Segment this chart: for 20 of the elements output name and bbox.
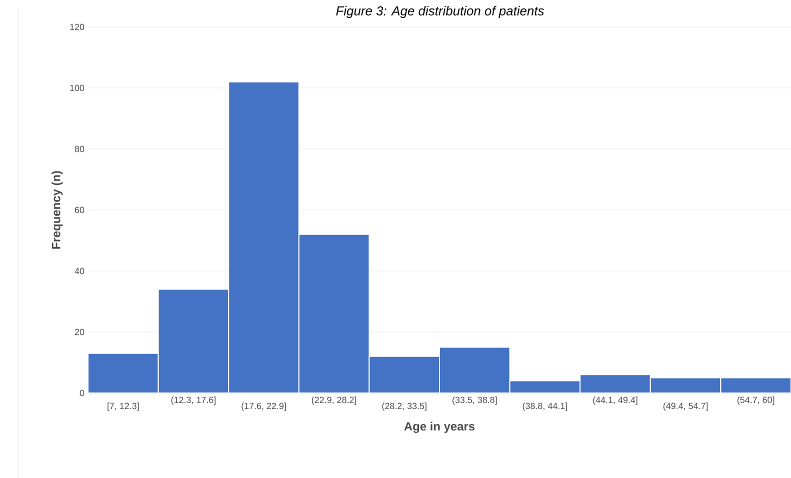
x-tick-label: (54.7, 60] [737,396,774,405]
y-tick-label: 40 [74,268,84,274]
x-tick-label: (17.6, 22.9] [242,402,286,411]
y-tick-label: 120 [70,24,84,30]
chart-title: Figure 3: Age distribution of patients [336,6,544,18]
x-tick-label: (12.3, 17.6] [171,396,216,405]
y-tick-label: 0 [80,390,84,396]
y-tick-label: 60 [74,206,84,214]
x-tick-label: (44.1, 49.4] [593,396,638,405]
y-tick-label: 80 [74,146,84,152]
x-tick-label: (22.9, 28.2] [312,396,356,405]
x-tick-label: [7, 12.3] [108,402,139,411]
x-tick-label: (28.2, 33.5] [382,402,426,411]
y-tick-label: 20 [74,328,84,336]
y-axis-title: Frequency (n) [52,171,63,249]
x-axis-title: Age in years [404,422,475,433]
x-tick-label: (38.8, 44.1] [522,402,567,411]
x-tick-label: (33.5, 38.8] [452,396,497,405]
x-tick-label: (49.4, 54.7] [663,402,708,411]
y-tick-label: 100 [70,84,84,92]
